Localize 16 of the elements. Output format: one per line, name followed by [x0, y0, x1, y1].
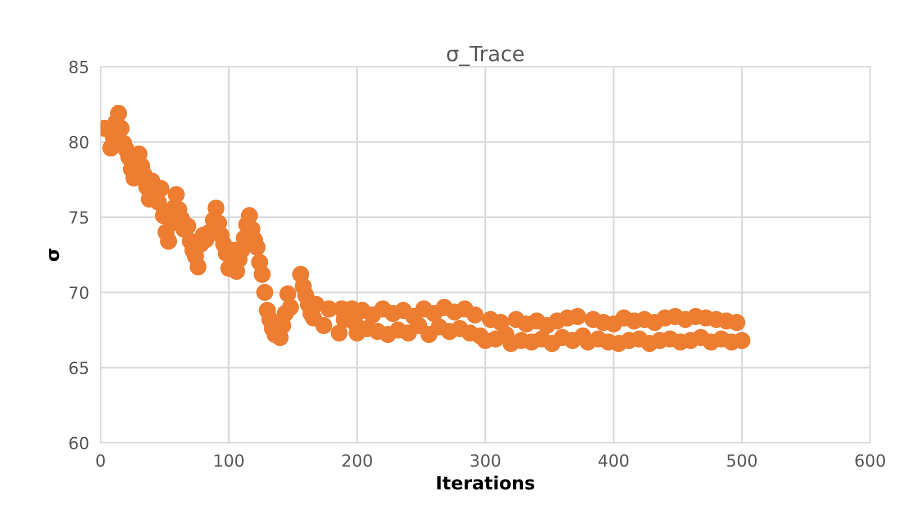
x-tick-label: 500 — [727, 454, 757, 467]
x-tick-label: 100 — [214, 454, 244, 467]
x-tick-label: 0 — [96, 454, 105, 467]
y-tick-label: 70 — [70, 286, 88, 299]
y-tick-label: 65 — [69, 362, 88, 374]
x-axis-title: Iterations — [437, 476, 534, 490]
x-tick-label: 600 — [855, 454, 885, 467]
y-tick-label: 80 — [69, 136, 88, 148]
x-tick-label: 400 — [598, 454, 628, 467]
y-axis-title: σ — [49, 248, 60, 262]
x-tick-label: 200 — [342, 454, 372, 467]
y-tick-label: 85 — [69, 60, 88, 74]
y-tick-label: 60 — [69, 436, 88, 450]
x-tick-label: 300 — [470, 454, 500, 467]
y-tick-label: 75 — [70, 211, 88, 224]
chart-title: σ_Trace — [447, 46, 524, 66]
